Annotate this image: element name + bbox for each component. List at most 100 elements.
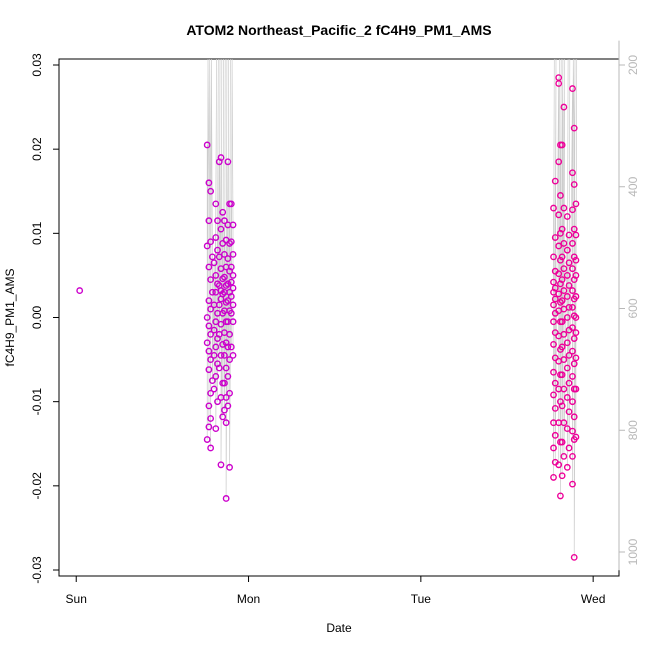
data-point	[550, 318, 557, 326]
data-point	[569, 240, 576, 247]
data-point	[207, 444, 215, 452]
data-point	[572, 354, 580, 362]
plot-frame	[58, 58, 620, 577]
data-point	[572, 200, 580, 208]
data-point	[221, 217, 228, 225]
data-point	[229, 318, 237, 326]
data-point	[565, 379, 573, 387]
data-points	[76, 74, 580, 561]
data-point	[229, 221, 237, 229]
data-point	[569, 427, 576, 435]
y-axis-left: -0.03 -0.02 -0.01 0.00 0.01 0.02 0.03	[30, 53, 59, 584]
data-point	[563, 463, 571, 471]
data-point	[205, 297, 213, 305]
data-point	[565, 259, 573, 267]
data-point	[224, 402, 232, 410]
data-point	[555, 211, 563, 219]
data-point	[569, 398, 576, 406]
data-point	[563, 364, 571, 372]
data-point	[560, 204, 568, 212]
data-point	[558, 253, 566, 261]
data-point	[227, 263, 235, 271]
data-point	[572, 256, 580, 264]
data-point	[208, 253, 216, 261]
data-point	[563, 246, 571, 254]
data-point	[222, 364, 230, 372]
data-point	[207, 389, 215, 397]
data-point	[572, 433, 580, 441]
data-point	[570, 253, 578, 261]
data-point	[550, 301, 557, 309]
data-point	[558, 402, 566, 410]
data-point	[205, 217, 213, 225]
data-point	[214, 280, 221, 288]
data-point	[205, 347, 213, 355]
data-point	[227, 293, 235, 300]
data-point	[558, 141, 566, 149]
data-point	[229, 351, 237, 359]
data-point	[212, 373, 220, 380]
data-point	[205, 366, 213, 374]
data-point	[569, 85, 576, 92]
data-point	[227, 238, 235, 246]
data-point	[217, 225, 225, 233]
data-point	[212, 425, 220, 432]
y-axis-right: 200 400 600 800 1000	[618, 40, 640, 571]
data-point	[76, 287, 84, 294]
y-tick-label: -0.01	[30, 388, 44, 416]
data-point	[570, 312, 578, 320]
data-point	[214, 217, 221, 225]
data-point	[557, 192, 564, 199]
data-point	[560, 356, 568, 363]
data-point	[217, 320, 225, 328]
data-point	[215, 364, 223, 372]
data-point	[227, 309, 235, 317]
data-point	[560, 385, 568, 393]
data-point	[222, 298, 230, 306]
right-y-tick-label: 400	[626, 176, 640, 196]
data-point	[227, 278, 235, 286]
data-point	[222, 495, 230, 502]
data-point	[203, 314, 211, 321]
y-tick-label: 0.01	[30, 221, 44, 245]
data-point	[226, 389, 233, 397]
data-point	[551, 379, 559, 387]
data-point	[557, 492, 564, 500]
pressure-trace-lines	[206, 58, 578, 558]
data-point	[229, 250, 237, 258]
data-point	[227, 200, 235, 208]
data-point	[551, 234, 559, 241]
data-point	[572, 231, 580, 239]
data-point	[569, 265, 576, 273]
data-point	[563, 272, 571, 279]
trace-line	[206, 58, 234, 499]
data-point	[224, 373, 232, 380]
data-point	[224, 297, 232, 305]
data-point	[563, 425, 571, 432]
data-point	[212, 343, 220, 351]
data-point	[219, 341, 227, 348]
data-point	[214, 246, 221, 254]
data-point	[229, 284, 237, 292]
data-point	[224, 255, 232, 262]
data-point	[207, 415, 215, 422]
data-point	[550, 444, 557, 452]
data-point	[560, 330, 568, 338]
data-point	[221, 379, 228, 387]
data-point	[569, 480, 576, 488]
data-point	[221, 406, 228, 414]
data-point	[570, 181, 578, 188]
y-tick-label: 0.02	[30, 137, 44, 161]
data-point	[572, 272, 580, 279]
data-point	[550, 368, 557, 376]
data-point	[555, 242, 563, 250]
data-point	[208, 377, 216, 385]
data-point	[212, 272, 220, 279]
data-point	[550, 253, 557, 261]
y-axis-label: fC4H9_PM1_AMS	[3, 268, 17, 366]
data-point	[569, 303, 576, 311]
data-point	[207, 305, 215, 313]
data-point	[557, 256, 564, 264]
data-point	[569, 169, 576, 177]
data-point	[555, 270, 563, 278]
